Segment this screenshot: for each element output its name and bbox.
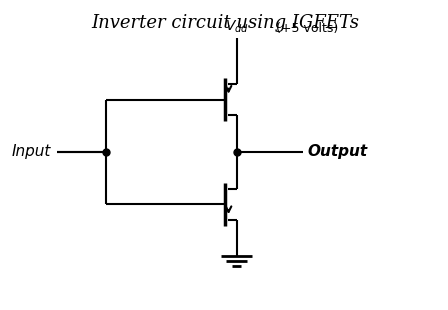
Text: Inverter circuit using IGFETs: Inverter circuit using IGFETs	[91, 14, 359, 32]
Text: (+5 volts): (+5 volts)	[276, 22, 339, 35]
Text: $V_{dd}$: $V_{dd}$	[224, 19, 249, 35]
Text: Input: Input	[11, 144, 51, 159]
Text: Output: Output	[307, 144, 367, 159]
